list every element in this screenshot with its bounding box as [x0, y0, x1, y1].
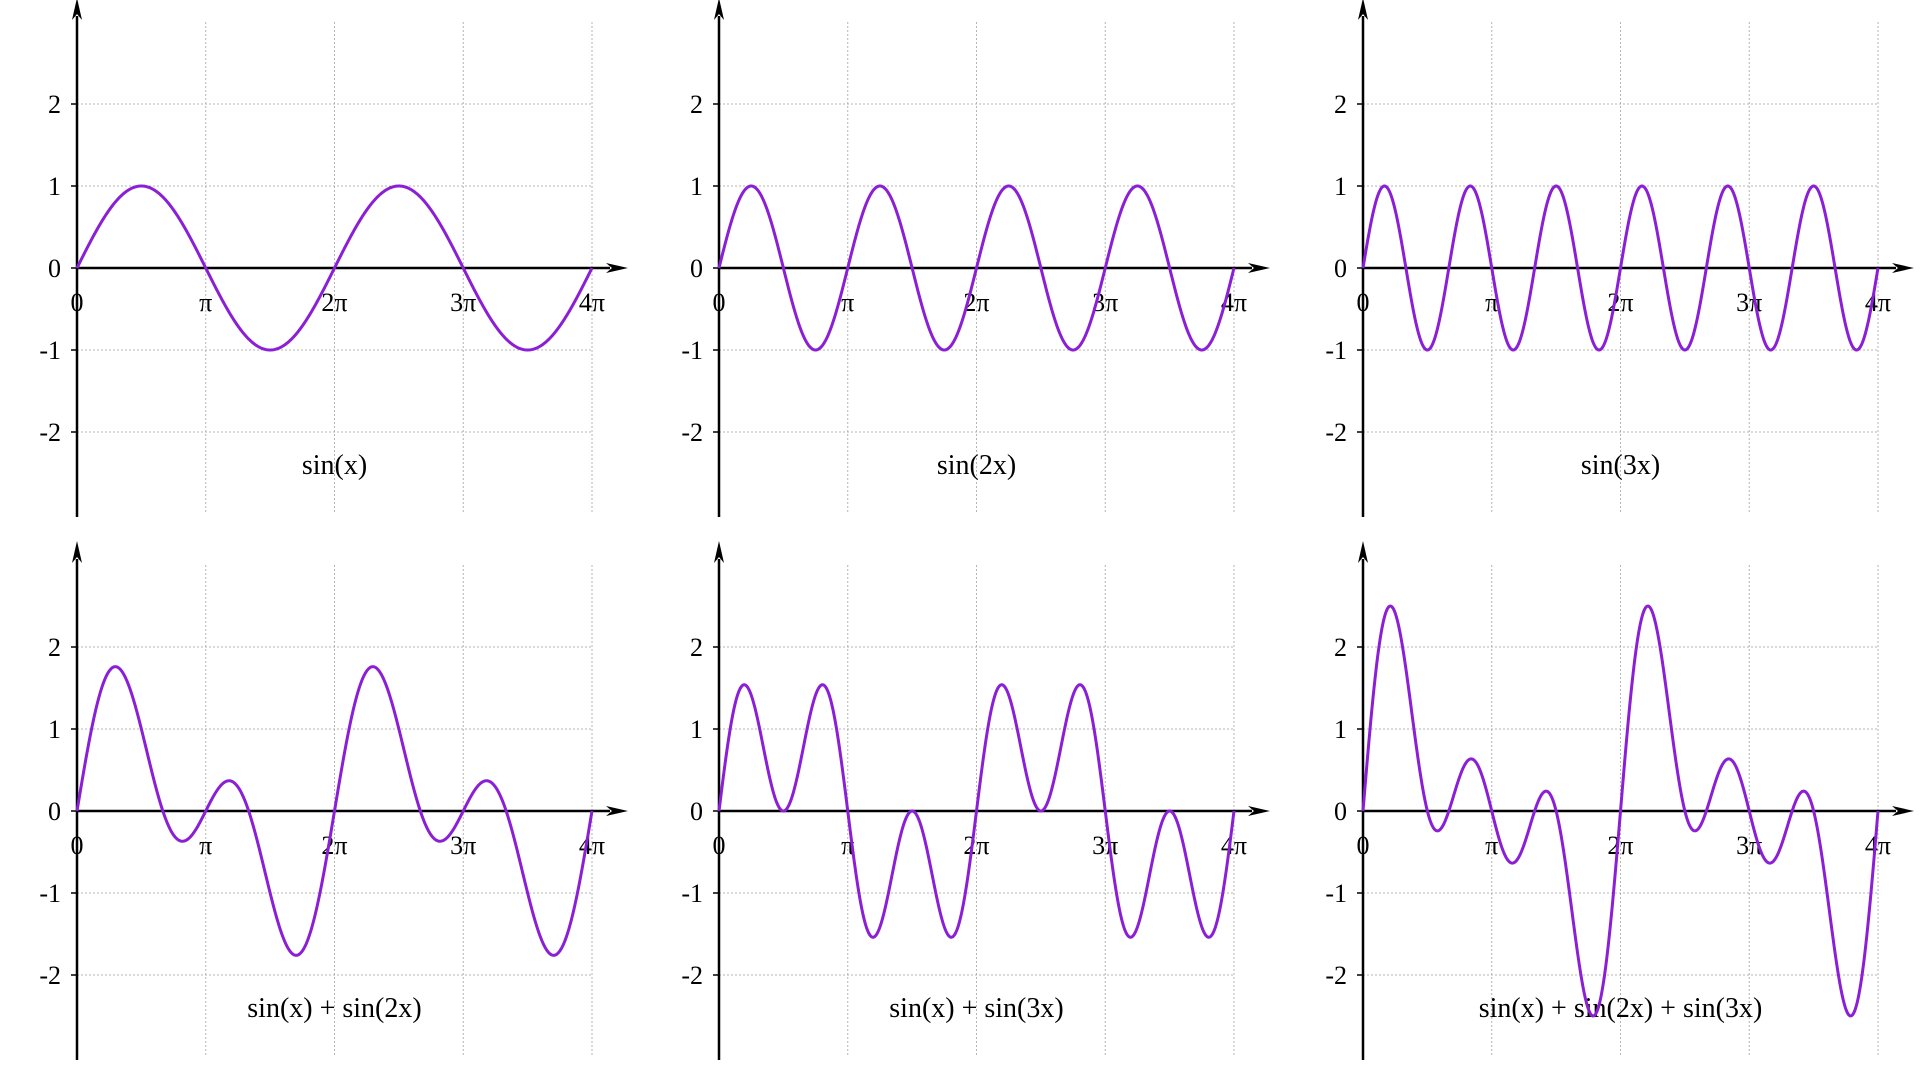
chart-title: sin(x) + sin(3x): [889, 993, 1063, 1024]
x-tick-label: 2π: [321, 831, 347, 860]
x-tick-label: π: [199, 288, 212, 317]
y-axis-arrow-icon: [72, 0, 82, 20]
y-tick-label: 0: [690, 797, 703, 826]
y-tick-label: 2: [48, 90, 61, 119]
x-tick-label: 0: [713, 288, 726, 317]
x-tick-label: 3π: [450, 288, 476, 317]
y-axis-arrow-icon: [1358, 541, 1368, 563]
x-tick-label: 2π: [321, 288, 347, 317]
x-tick-label: 4π: [1221, 831, 1247, 860]
chart-title: sin(2x): [937, 450, 1016, 481]
x-tick-label: 0: [1357, 288, 1370, 317]
x-tick-label: π: [841, 288, 854, 317]
x-axis-arrow-icon: [1248, 806, 1270, 816]
x-axis-arrow-icon: [606, 263, 628, 273]
chart-title: sin(3x): [1581, 450, 1660, 481]
y-tick-label: -2: [681, 418, 703, 447]
series-line: [1361, 184, 1880, 352]
series-line: [75, 184, 594, 352]
x-tick-label: 0: [713, 831, 726, 860]
y-tick-label: 1: [690, 715, 703, 744]
y-tick-label: -1: [1325, 336, 1347, 365]
x-tick-label: 0: [71, 831, 84, 860]
y-tick-label: 0: [1334, 254, 1347, 283]
y-tick-label: 1: [690, 172, 703, 201]
y-axis-arrow-icon: [714, 541, 724, 563]
y-tick-label: -2: [1325, 418, 1347, 447]
x-tick-label: 2π: [963, 831, 989, 860]
x-tick-label: 4π: [579, 288, 605, 317]
y-tick-label: 2: [48, 633, 61, 662]
y-tick-label: 2: [690, 633, 703, 662]
chart-panel-1: 2 1 0 -1 -2 0 π 2π 3π 4π sin(x): [39, 0, 628, 517]
y-axis-arrow-icon: [72, 541, 82, 563]
y-tick-label: -1: [681, 336, 703, 365]
x-axis-arrow-icon: [1892, 263, 1914, 273]
y-tick-label: -1: [1325, 879, 1347, 908]
y-tick-label: -2: [39, 418, 61, 447]
series-line: [717, 184, 1236, 352]
y-tick-label: 0: [48, 797, 61, 826]
chart-panel-4: 2 1 0 -1 -2 0 π 2π 3π 4π sin(x) + sin(2x): [39, 541, 628, 1060]
chart-title: sin(x) + sin(2x) + sin(3x): [1479, 993, 1763, 1024]
y-tick-label: 1: [48, 715, 61, 744]
x-axis-arrow-icon: [1892, 806, 1914, 816]
y-tick-label: 2: [1334, 633, 1347, 662]
chart-title: sin(x) + sin(2x): [247, 993, 421, 1024]
series-line: [717, 683, 1236, 939]
y-tick-label: 1: [48, 172, 61, 201]
y-tick-label: 0: [1334, 797, 1347, 826]
y-tick-label: 0: [48, 254, 61, 283]
x-axis-arrow-icon: [606, 806, 628, 816]
y-tick-label: 1: [1334, 715, 1347, 744]
x-tick-label: 3π: [1092, 831, 1118, 860]
x-tick-label: π: [199, 831, 212, 860]
x-tick-label: 4π: [579, 831, 605, 860]
x-tick-label: 3π: [450, 831, 476, 860]
x-tick-label: 4π: [1865, 831, 1891, 860]
x-axis-arrow-icon: [1248, 263, 1270, 273]
y-tick-label: -2: [681, 961, 703, 990]
y-tick-label: 2: [1334, 90, 1347, 119]
x-tick-label: π: [1485, 831, 1498, 860]
x-tick-label: 0: [71, 288, 84, 317]
x-tick-label: 0: [1357, 831, 1370, 860]
y-tick-label: -1: [39, 879, 61, 908]
y-axis-arrow-icon: [714, 0, 724, 20]
chart-title: sin(x): [302, 450, 367, 481]
y-tick-label: 0: [690, 254, 703, 283]
y-tick-label: -2: [39, 961, 61, 990]
y-tick-label: 2: [690, 90, 703, 119]
series-line: [1361, 604, 1880, 1018]
y-tick-label: -1: [39, 336, 61, 365]
series-line: [75, 665, 594, 957]
y-tick-label: -2: [1325, 961, 1347, 990]
y-tick-label: -1: [681, 879, 703, 908]
x-tick-label: 2π: [1607, 831, 1633, 860]
y-tick-label: 1: [1334, 172, 1347, 201]
y-axis-arrow-icon: [1358, 0, 1368, 20]
